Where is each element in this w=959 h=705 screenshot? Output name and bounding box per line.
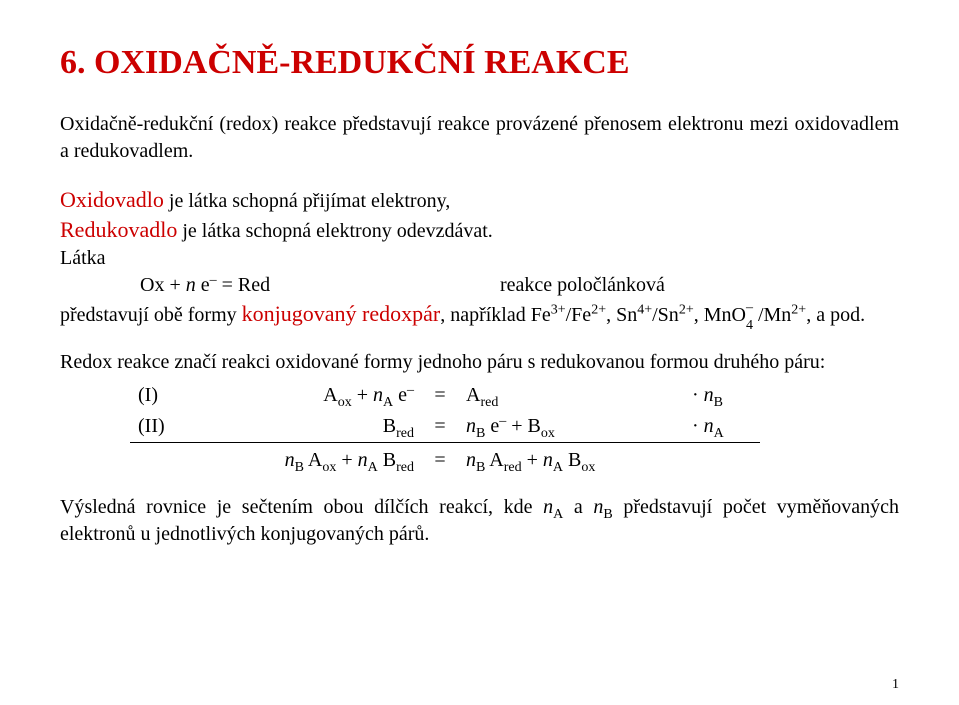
redox-sentence: Redox reakce značí reakci oxidované form…: [60, 349, 899, 376]
row-label-2: (II): [130, 411, 196, 443]
konj-pre: představují obě formy: [60, 304, 242, 326]
eq-sign: =: [422, 442, 458, 476]
row1-mult: · nB: [684, 380, 760, 411]
page-number: 1: [892, 676, 899, 695]
row2-rhs: nB e– + Box: [458, 411, 684, 443]
latka-label: Látka: [60, 245, 899, 272]
row-label-sum: [130, 442, 196, 476]
redukovadlo-rest: je látka schopná elektrony odevzdávat.: [177, 220, 492, 242]
konjugovany-line: představují obě formy konjugovaný redoxp…: [60, 299, 899, 329]
oxidovadlo-def: Oxidovadlo je látka schopná přijímat ele…: [60, 185, 899, 215]
eq-sign: =: [422, 411, 458, 443]
oxidovadlo-term: Oxidovadlo: [60, 187, 164, 212]
eq-sign: =: [422, 380, 458, 411]
konj-term: konjugovaný redoxpár: [242, 301, 441, 326]
redukovadlo-def: Redukovadlo je látka schopná elektrony o…: [60, 215, 899, 245]
intro-paragraph: Oxidačně-redukční (redox) reakce předsta…: [60, 111, 899, 165]
sum-rhs: nB Ared + nA Box: [458, 442, 684, 476]
konj-examples: , například Fe3+/Fe2+, Sn4+/Sn2+, MnO–4/…: [440, 304, 865, 326]
table-row: (II) Bred = nB e– + Box · nA: [130, 411, 760, 443]
half-eq-formula: Ox + n e– = Red: [140, 272, 500, 299]
half-cell-equation: Ox + n e– = Red reakce poločlánková: [60, 272, 899, 299]
row-label-1: (I): [130, 380, 196, 411]
row1-lhs: Aox + nA e–: [196, 380, 422, 411]
redox-equations-table: (I) Aox + nA e– = Ared · nB (II) Bred = …: [130, 380, 760, 476]
row2-lhs: Bred: [196, 411, 422, 443]
half-eq-label: reakce poločlánková: [500, 272, 899, 299]
oxidovadlo-rest: je látka schopná přijímat elektrony,: [164, 190, 450, 212]
definitions: Oxidovadlo je látka schopná přijímat ele…: [60, 185, 899, 329]
table-row: nB Aox + nA Bred = nB Ared + nA Box: [130, 442, 760, 476]
page-title: 6. OXIDAČNĚ-REDUKČNÍ REAKCE: [60, 40, 899, 86]
redukovadlo-term: Redukovadlo: [60, 217, 177, 242]
table-row: (I) Aox + nA e– = Ared · nB: [130, 380, 760, 411]
row1-rhs: Ared: [458, 380, 684, 411]
sum-lhs: nB Aox + nA Bred: [196, 442, 422, 476]
final-paragraph: Výsledná rovnice je sečtením obou dílčíc…: [60, 494, 899, 548]
row2-mult: · nA: [684, 411, 760, 443]
